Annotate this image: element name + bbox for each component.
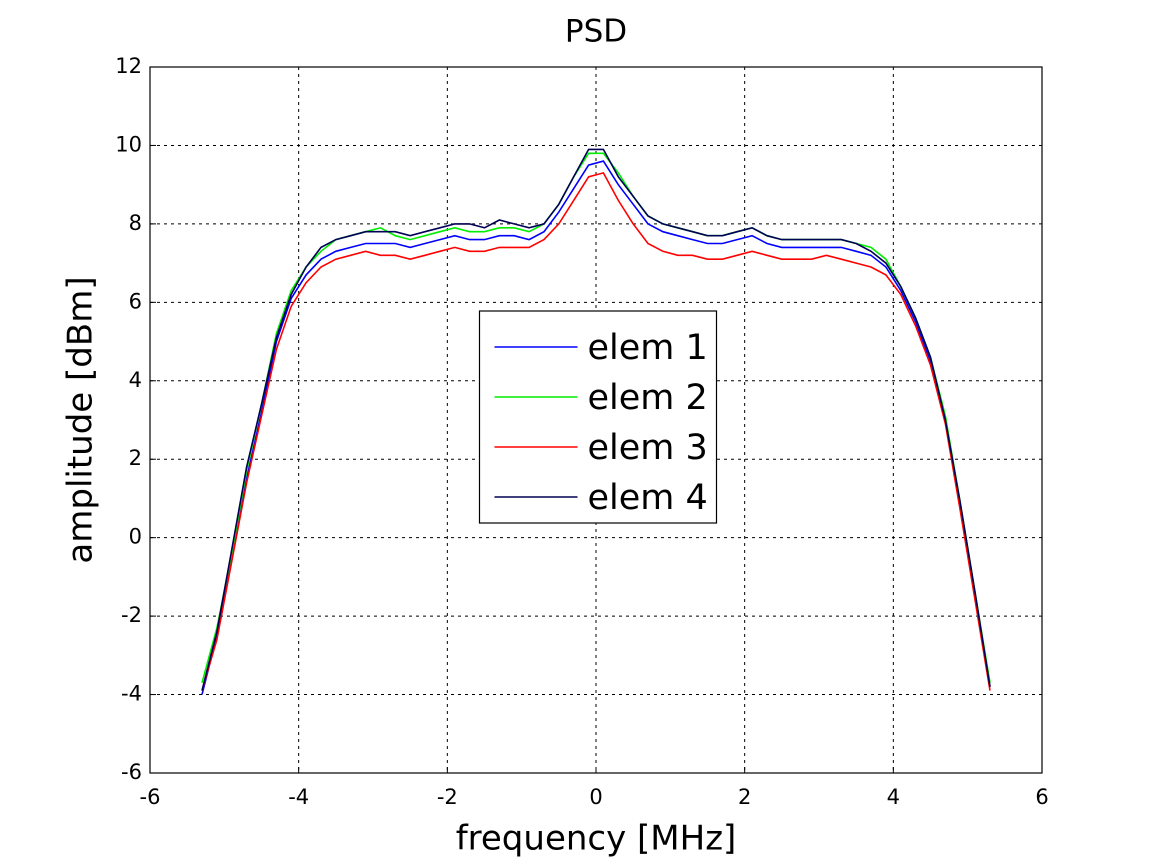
y-tick-label: 4 — [129, 368, 142, 392]
y-axis-label: amplitude [dBm] — [61, 276, 101, 563]
y-tick-label: 2 — [129, 446, 142, 470]
x-axis-label: frequency [MHz] — [456, 819, 737, 859]
x-tick-label: 2 — [738, 785, 751, 809]
y-tick-label: 10 — [115, 132, 142, 156]
y-tick-label: -4 — [121, 682, 142, 706]
chart-title: PSD — [565, 14, 627, 50]
y-tick-label: 8 — [129, 211, 142, 235]
y-tick-label: 6 — [129, 289, 142, 313]
y-tick-label: -2 — [121, 603, 142, 627]
y-tick-label: 0 — [129, 525, 142, 549]
legend-label: elem 3 — [588, 428, 708, 468]
series-line — [201, 171, 991, 691]
legend-label: elem 4 — [588, 478, 708, 518]
series-line — [201, 148, 991, 691]
plot-frame — [149, 66, 1043, 774]
y-tick-label: -6 — [121, 760, 142, 784]
legend-label: elem 2 — [588, 378, 708, 418]
x-tick-label: -6 — [140, 785, 161, 809]
series-line — [201, 160, 991, 695]
x-tick-label: 0 — [589, 785, 602, 809]
y-tick-label: 12 — [115, 54, 142, 78]
x-tick-label: 4 — [887, 785, 900, 809]
x-tick-label: 6 — [1035, 785, 1048, 809]
x-tick-label: -4 — [288, 785, 309, 809]
x-tick-label: -2 — [437, 785, 458, 809]
legend-label: elem 1 — [588, 328, 708, 368]
